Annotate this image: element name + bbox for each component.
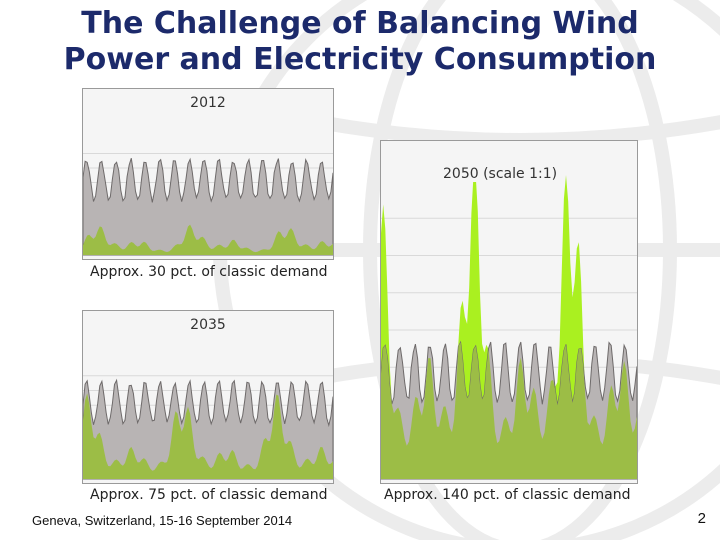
title-line-2: Power and Electricity Consumption xyxy=(63,42,657,77)
title-line-1: The Challenge of Balancing Wind xyxy=(81,6,639,41)
chart-2050-plot xyxy=(381,175,637,480)
footer-text: Geneva, Switzerland, 15-16 September 201… xyxy=(32,513,293,528)
wind-base-area xyxy=(83,224,333,255)
demand-area xyxy=(83,157,333,256)
slide-title: The Challenge of Balancing Wind Power an… xyxy=(0,6,720,78)
chart-2035-plot xyxy=(83,375,333,480)
panel-label-2035: 2035 xyxy=(190,317,226,333)
chart-2012-plot xyxy=(83,153,333,256)
page-number: 2 xyxy=(697,510,706,527)
caption-2035: Approx. 75 pct. of classic demand xyxy=(90,487,328,503)
caption-2012: Approx. 30 pct. of classic demand xyxy=(90,264,328,280)
wind-base-area xyxy=(83,393,333,479)
chart-panel-2050: 2050 (scale 1:1) xyxy=(380,140,638,484)
panel-label-2050: 2050 (scale 1:1) xyxy=(441,166,560,182)
caption-2050: Approx. 140 pct. of classic demand xyxy=(384,487,631,503)
chart-panel-2012: 2012 xyxy=(82,88,334,260)
chart-panel-2035: 2035 xyxy=(82,310,334,484)
panel-label-2012: 2012 xyxy=(190,95,226,111)
wind-base-area xyxy=(381,342,637,479)
